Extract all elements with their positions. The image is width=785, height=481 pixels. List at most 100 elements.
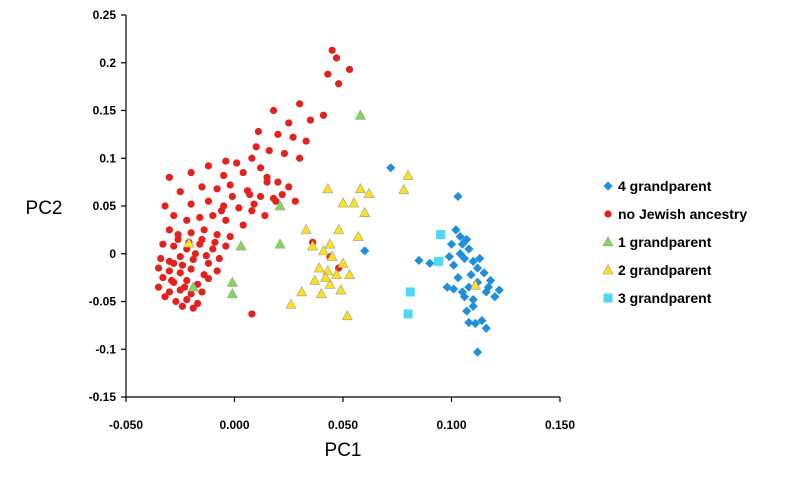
point-no-jewish-ancestry [154, 264, 163, 272]
x-tick-label: 0.150 [545, 418, 575, 432]
point-no-jewish-ancestry [183, 276, 191, 285]
point-2-grandparent [363, 187, 375, 198]
y-axis-title: PC2 [26, 198, 63, 219]
point-no-jewish-ancestry [280, 149, 289, 158]
point-4-grandparent [462, 234, 472, 245]
point-no-jewish-ancestry [154, 283, 163, 291]
point-4-grandparent [477, 316, 487, 326]
point-1-grandparent [274, 238, 286, 249]
point-no-jewish-ancestry [165, 288, 173, 296]
point-2-grandparent [344, 268, 356, 280]
point-no-jewish-ancestry [170, 242, 178, 250]
point-no-jewish-ancestry [269, 106, 278, 115]
point-no-jewish-ancestry [222, 216, 230, 224]
point-no-jewish-ancestry [159, 240, 167, 248]
point-no-jewish-ancestry [228, 192, 236, 201]
point-no-jewish-ancestry [239, 221, 247, 229]
y-tick-label: 0.2 [99, 56, 116, 70]
point-no-jewish-ancestry [248, 207, 256, 215]
x-axis-title: PC1 [325, 440, 362, 461]
point-4-grandparent [459, 292, 470, 302]
point-no-jewish-ancestry [178, 302, 187, 310]
point-no-jewish-ancestry [213, 231, 221, 239]
point-2-grandparent [333, 224, 345, 235]
point-no-jewish-ancestry [202, 252, 210, 260]
point-4-grandparent [459, 253, 470, 264]
point-no-jewish-ancestry [306, 116, 315, 124]
y-tick-label: 0 [109, 247, 116, 261]
tick-labels: -0.050 0.000 0.050 0.100 0.1500.250.20.150.1… [89, 8, 576, 432]
point-no-jewish-ancestry [278, 190, 286, 199]
point-4-grandparent [446, 239, 457, 249]
point-4-grandparent [462, 306, 472, 316]
point-no-jewish-ancestry [272, 197, 280, 205]
point-no-jewish-ancestry [263, 178, 271, 186]
point-2-grandparent [324, 238, 336, 249]
point-2-grandparent [315, 288, 327, 299]
point-no-jewish-ancestry [215, 254, 223, 263]
point-no-jewish-ancestry [196, 213, 204, 222]
legend-label-1-grandparent: 1 grandparent [618, 234, 712, 250]
x-tick-label: 0.050 [328, 418, 358, 432]
point-2-grandparent [300, 224, 312, 235]
point-4-grandparent [490, 292, 500, 302]
point-no-jewish-ancestry [213, 267, 221, 275]
point-no-jewish-ancestry [198, 235, 206, 244]
point-no-jewish-ancestry [194, 299, 202, 308]
point-4-grandparent [453, 273, 463, 283]
point-no-jewish-ancestry [204, 259, 213, 267]
legend-marker-1-grandparent [602, 236, 614, 247]
point-2-grandparent [317, 245, 329, 256]
y-tick-label: -0.1 [95, 342, 116, 356]
point-4-grandparent [464, 317, 474, 328]
point-no-jewish-ancestry [248, 154, 256, 162]
point-no-jewish-ancestry [178, 261, 187, 269]
point-no-jewish-ancestry [302, 137, 310, 145]
legend-marker-2-grandparent [602, 264, 614, 275]
point-no-jewish-ancestry [167, 276, 176, 285]
y-tick-label: -0.05 [89, 295, 117, 309]
point-no-jewish-ancestry [213, 185, 221, 193]
point-4-grandparent [457, 287, 467, 297]
point-2-grandparent [348, 197, 360, 208]
point-1-grandparent [354, 109, 366, 120]
point-4-grandparent [468, 294, 478, 305]
point-no-jewish-ancestry [324, 70, 332, 78]
point-4-grandparent [468, 256, 478, 266]
point-no-jewish-ancestry [176, 188, 184, 196]
series-3-grandparent [403, 230, 446, 319]
point-4-grandparent [449, 260, 459, 270]
point-4-grandparent [451, 225, 461, 235]
x-tick-label: 0.000 [219, 418, 249, 432]
legend-label-no-jewish-ancestry: no Jewish ancestry [618, 206, 747, 222]
point-1-grandparent [235, 240, 247, 251]
point-2-grandparent [341, 309, 353, 321]
point-1-grandparent [226, 276, 238, 287]
x-tick-label: 0.100 [436, 418, 466, 432]
point-no-jewish-ancestry [165, 226, 173, 234]
point-4-grandparent [425, 258, 435, 268]
point-2-grandparent [398, 183, 410, 195]
legend-label-3-grandparent: 3 grandparent [618, 290, 712, 306]
point-4-grandparent [453, 191, 463, 202]
point-no-jewish-ancestry [289, 133, 297, 141]
point-4-grandparent [442, 282, 452, 292]
point-no-jewish-ancestry [233, 159, 241, 167]
point-4-grandparent [444, 252, 454, 262]
point-no-jewish-ancestry [274, 178, 282, 186]
point-2-grandparent [330, 268, 342, 280]
point-no-jewish-ancestry [172, 297, 180, 306]
point-2-grandparent [296, 286, 308, 297]
point-4-grandparent [481, 323, 491, 333]
point-no-jewish-ancestry [187, 200, 195, 208]
point-no-jewish-ancestry [285, 183, 293, 191]
y-tick-label: 0.25 [93, 8, 117, 22]
point-no-jewish-ancestry [248, 310, 256, 318]
legend-marker-3-grandparent [603, 293, 613, 303]
point-4-grandparent [494, 285, 504, 295]
point-2-grandparent [359, 206, 371, 217]
point-2-grandparent [309, 274, 321, 285]
point-no-jewish-ancestry [226, 181, 234, 189]
point-no-jewish-ancestry [296, 154, 304, 162]
point-no-jewish-ancestry [220, 171, 228, 180]
